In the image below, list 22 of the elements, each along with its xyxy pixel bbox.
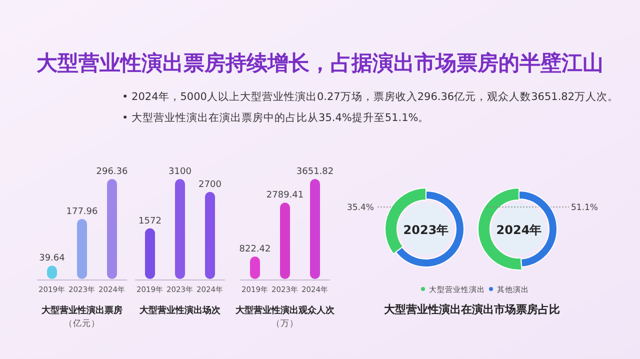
text: 大型营业性演出票房持续增长，占据演出市场票房的半壁江山 (36, 51, 604, 75)
text: • 2024年，5000人以上大型营业性演出0.27万场，票房收入296.36亿元，观众人数3651.82万人次。 (122, 90, 619, 103)
data-label: 51.1% (571, 203, 598, 213)
data-label: 3100 (168, 167, 192, 177)
text: （亿元） (64, 318, 100, 329)
data-label: 296.36 (96, 167, 128, 177)
data-label: 39.64 (39, 254, 66, 264)
data-label: 822.42 (239, 244, 271, 254)
text: 大型营业性演出票房 (42, 305, 122, 316)
text: • 大型营业性演出在演出票房中的占比从35.4%提升至51.1%。 (122, 111, 430, 124)
text: 大型营业性演出场次 (140, 305, 222, 316)
data-label: 177.96 (66, 206, 98, 217)
data-label: 1572 (138, 216, 162, 226)
text: （万） (272, 319, 298, 329)
text: 2023年 (403, 223, 449, 237)
text: 大型营业性演出观众人次 (236, 305, 336, 316)
text: 大型营业性演出在演出市场票房占比 (384, 303, 560, 316)
data-label: 2700 (198, 180, 222, 190)
data-label: 3651.82 (296, 167, 334, 177)
text: 2024年 (496, 223, 542, 237)
data-label: 35.4% (346, 203, 374, 213)
data-label: 2789.41 (266, 190, 304, 201)
